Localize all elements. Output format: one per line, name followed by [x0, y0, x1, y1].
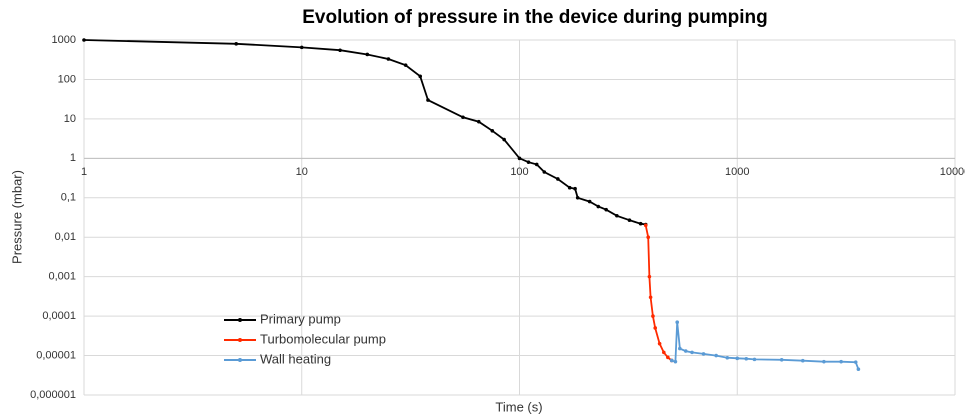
data-point: [461, 115, 465, 120]
data-point: [839, 359, 843, 364]
data-point: [675, 320, 680, 325]
data-point: [490, 128, 495, 133]
y-tick-label: 0,0001: [42, 310, 76, 322]
data-point: [418, 74, 423, 79]
data-point: [678, 346, 682, 351]
data-point: [627, 218, 632, 223]
data-point: [573, 186, 577, 191]
data-point: [752, 357, 757, 362]
y-tick-label: 0,1: [61, 192, 76, 204]
data-point: [666, 355, 670, 360]
data-point: [542, 170, 547, 174]
data-point: [567, 185, 572, 190]
series-line: [671, 322, 860, 370]
data-point: [653, 326, 658, 330]
data-point: [735, 356, 740, 361]
data-point: [502, 137, 506, 142]
x-tick-label: 10000: [940, 166, 965, 178]
data-point: [575, 195, 580, 200]
data-point: [386, 57, 391, 61]
legend-label: Turbomolecular pump: [260, 331, 386, 346]
data-point: [701, 352, 706, 356]
data-point: [779, 358, 784, 362]
data-point: [643, 223, 648, 228]
data-point: [657, 341, 662, 346]
y-axis-label: Pressure (mbar): [9, 170, 24, 264]
data-point: [234, 42, 239, 46]
data-point: [669, 358, 674, 363]
data-point: [299, 45, 304, 50]
y-tick-label: 0,00001: [36, 349, 76, 361]
data-point: [426, 98, 430, 102]
y-tick-label: 0,000001: [30, 389, 76, 401]
y-tick-label: 10: [64, 113, 76, 125]
x-tick-label: 1000: [725, 166, 749, 178]
chart-title: Evolution of pressure in the device duri…: [302, 7, 768, 28]
data-point: [673, 359, 678, 364]
data-point: [683, 349, 688, 353]
legend-label: Wall heating: [260, 351, 331, 366]
data-point: [365, 52, 370, 57]
data-point: [646, 235, 651, 240]
y-tick-label: 1000: [52, 34, 76, 46]
y-tick-label: 0,01: [55, 231, 76, 243]
data-point: [714, 353, 718, 358]
series-line: [644, 225, 673, 362]
legend-label: Primary pump: [260, 311, 341, 326]
data-point: [638, 221, 643, 226]
data-point: [690, 350, 694, 355]
data-point: [725, 355, 730, 360]
data-point: [604, 207, 608, 212]
y-tick-label: 0,001: [48, 271, 76, 283]
legend-marker: [238, 358, 242, 362]
data-point: [517, 156, 522, 161]
data-point: [338, 48, 342, 53]
data-point: [662, 350, 666, 355]
data-point: [800, 358, 805, 363]
y-tick-label: 1: [70, 152, 76, 164]
x-tick-label: 1: [81, 166, 87, 178]
data-point: [587, 199, 592, 204]
data-point: [556, 177, 560, 181]
data-point: [615, 213, 619, 218]
legend-marker: [238, 338, 242, 342]
data-point: [822, 359, 826, 364]
data-point: [744, 356, 749, 361]
data-point: [476, 119, 481, 124]
data-point: [651, 314, 655, 318]
data-point: [853, 360, 858, 364]
data-point: [596, 204, 601, 209]
x-tick-label: 100: [510, 166, 528, 178]
data-point: [526, 160, 531, 164]
data-point: [82, 38, 86, 42]
data-point: [534, 162, 539, 167]
y-tick-label: 100: [58, 73, 76, 85]
x-axis-label: Time (s): [495, 399, 542, 414]
data-point: [856, 367, 861, 372]
legend-marker: [238, 318, 242, 322]
data-point: [647, 274, 652, 279]
data-point: [648, 295, 653, 300]
x-tick-label: 10: [296, 166, 308, 178]
series-line: [83, 39, 646, 226]
data-point: [403, 63, 408, 67]
